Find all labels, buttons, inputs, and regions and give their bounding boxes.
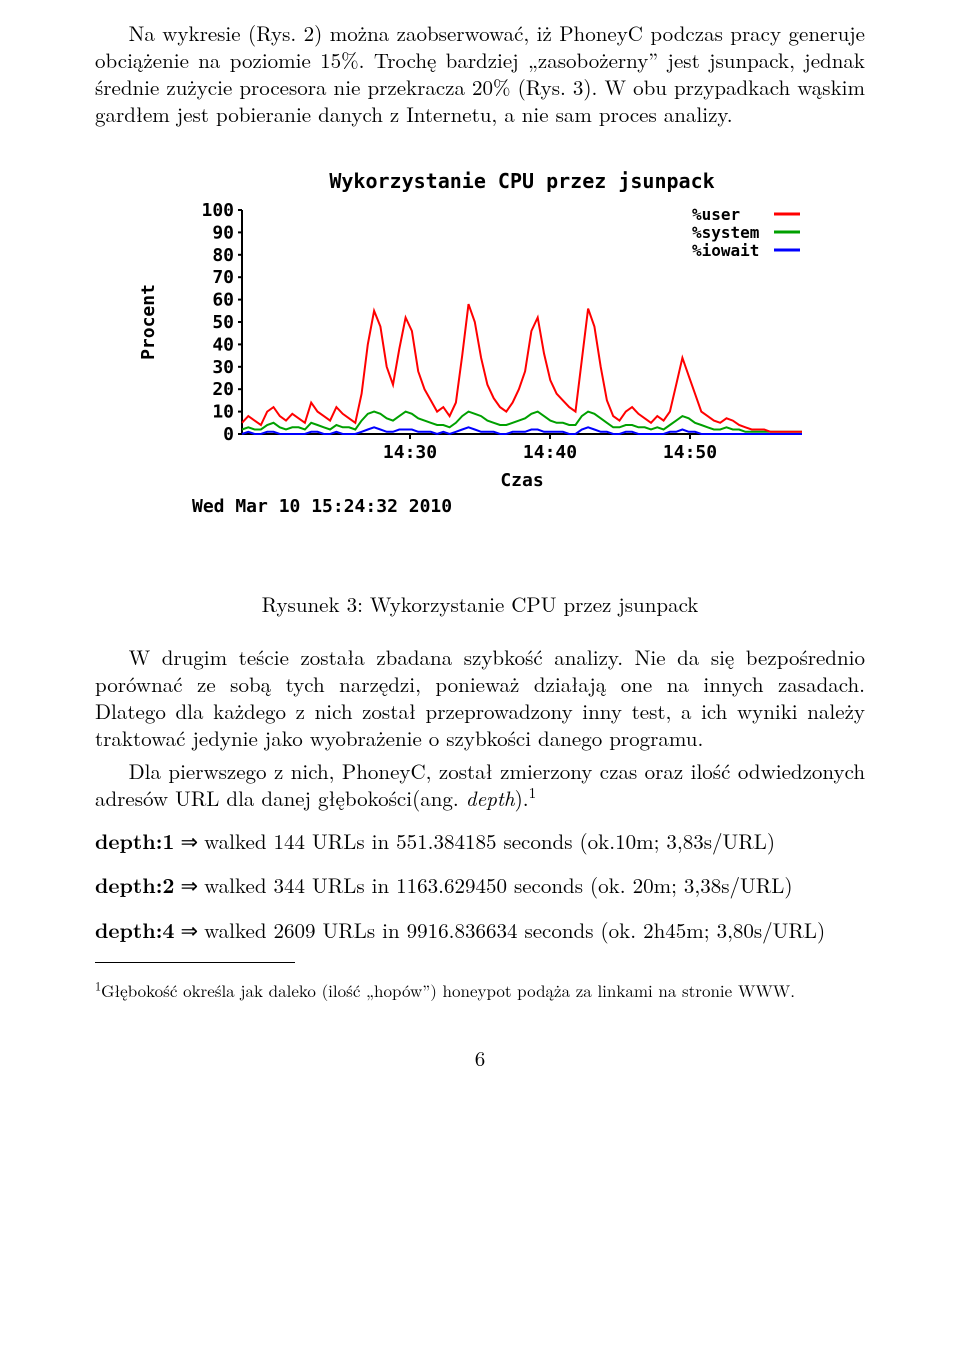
svg-text:50: 50 bbox=[212, 312, 234, 333]
page-number: 6 bbox=[95, 1045, 865, 1072]
depth-text: walked 144 URLs in 551.384185 seconds (o… bbox=[204, 828, 865, 855]
paragraph-3-text-b: ). bbox=[515, 783, 529, 813]
cpu-usage-chart: Wykorzystanie CPU przez jsunpack Procent 0… bbox=[130, 160, 830, 560]
depth-arrow: ⇒ bbox=[175, 828, 205, 855]
depth-label: depth:4 bbox=[95, 917, 175, 944]
footnote-rule bbox=[95, 962, 295, 963]
depth-arrow: ⇒ bbox=[175, 872, 205, 899]
svg-text:40: 40 bbox=[212, 334, 234, 355]
svg-text:10: 10 bbox=[212, 401, 234, 422]
footnote-ref-1: 1 bbox=[529, 782, 537, 803]
svg-text:Wed Mar 10 15:24:32 2010: Wed Mar 10 15:24:32 2010 bbox=[192, 496, 452, 517]
paragraph-3-italic: depth bbox=[466, 783, 515, 813]
svg-text:14:50: 14:50 bbox=[663, 442, 717, 463]
depth-text: walked 2609 URLs in 9916.836634 seconds … bbox=[204, 917, 865, 944]
footnote-text: Głębokość określa jak daleko (ilość „hop… bbox=[101, 978, 795, 1002]
page: Na wykresie (Rys. 2) można zaobserwować,… bbox=[0, 0, 960, 1112]
paragraph-3: Dla pierwszego z nich, PhoneyC, został z… bbox=[95, 758, 865, 812]
svg-text:30: 30 bbox=[212, 356, 234, 377]
depth-list: depth:1 ⇒ walked 144 URLs in 551.384185 … bbox=[95, 828, 865, 945]
depth-row: depth:2 ⇒ walked 344 URLs in 1163.629450… bbox=[95, 872, 865, 899]
svg-text:0: 0 bbox=[223, 424, 234, 445]
depth-label: depth:1 bbox=[95, 828, 175, 855]
svg-text:%user: %user bbox=[692, 205, 740, 224]
svg-text:60: 60 bbox=[212, 289, 234, 310]
svg-text:20: 20 bbox=[212, 379, 234, 400]
svg-text:14:30: 14:30 bbox=[383, 442, 437, 463]
svg-text:80: 80 bbox=[212, 244, 234, 265]
figure-caption: Rysunek 3: Wykorzystanie CPU przez jsunp… bbox=[95, 591, 865, 618]
svg-text:14:40: 14:40 bbox=[523, 442, 577, 463]
chart-container: Wykorzystanie CPU przez jsunpack Procent 0… bbox=[130, 160, 830, 566]
depth-row: depth:4 ⇒ walked 2609 URLs in 9916.83663… bbox=[95, 917, 865, 944]
svg-text:Procent: Procent bbox=[138, 284, 159, 360]
svg-text:Czas: Czas bbox=[500, 470, 543, 491]
depth-text: walked 344 URLs in 1163.629450 seconds (… bbox=[204, 872, 865, 899]
depth-label: depth:2 bbox=[95, 872, 175, 899]
paragraph-1: Na wykresie (Rys. 2) można zaobserwować,… bbox=[95, 20, 865, 128]
svg-text:100: 100 bbox=[201, 200, 234, 221]
svg-text:%system: %system bbox=[692, 223, 760, 242]
depth-arrow: ⇒ bbox=[175, 917, 205, 944]
depth-row: depth:1 ⇒ walked 144 URLs in 551.384185 … bbox=[95, 828, 865, 855]
footnote-1: 1Głębokość określa jak daleko (ilość „ho… bbox=[95, 980, 865, 1001]
paragraph-2: W drugim teście została zbadana szybkość… bbox=[95, 644, 865, 752]
svg-text:%iowait: %iowait bbox=[692, 241, 759, 260]
figure-3: Wykorzystanie CPU przez jsunpack Procent 0… bbox=[95, 160, 865, 566]
svg-text:90: 90 bbox=[212, 222, 234, 243]
svg-text:Wykorzystanie CPU przez jsunpa: Wykorzystanie CPU przez jsunpack bbox=[329, 169, 714, 193]
svg-text:70: 70 bbox=[212, 267, 234, 288]
